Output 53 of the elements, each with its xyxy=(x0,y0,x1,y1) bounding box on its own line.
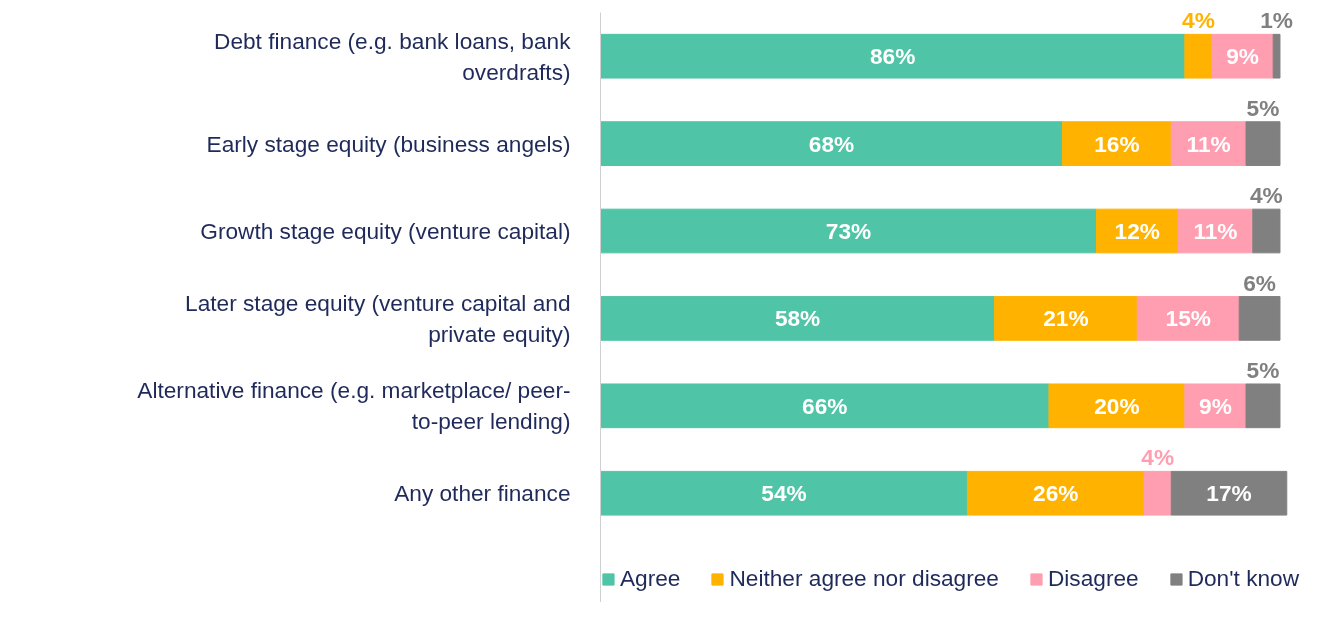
y-tick-label: Debt finance (e.g. bank loans, bank overdrafts) xyxy=(214,27,572,85)
legend-label: Neither agree nor disagree xyxy=(729,565,999,592)
bar xyxy=(1170,470,1288,516)
bar xyxy=(1238,296,1281,341)
data-label: 12% xyxy=(1114,218,1160,245)
bar xyxy=(600,470,968,516)
bar xyxy=(600,33,1186,79)
data-label: 68% xyxy=(808,130,855,157)
bar xyxy=(600,383,1050,429)
bar xyxy=(1143,470,1172,516)
data-label: 86% xyxy=(870,43,916,70)
data-label: 9% xyxy=(1226,43,1259,70)
data-label: 16% xyxy=(1094,130,1140,157)
bar xyxy=(600,121,1064,166)
bar xyxy=(1136,296,1240,341)
legend-label: Agree xyxy=(619,565,681,592)
data-label: 11% xyxy=(1193,218,1238,245)
bar xyxy=(1272,33,1281,79)
data-label: 26% xyxy=(1033,480,1079,507)
bar xyxy=(966,470,1145,516)
bar xyxy=(1048,383,1186,429)
data-label: 20% xyxy=(1094,392,1140,419)
data-label: 11% xyxy=(1186,130,1231,157)
data-label: 1% xyxy=(1260,7,1293,34)
bar xyxy=(994,296,1138,341)
data-label: 5% xyxy=(1246,94,1280,121)
data-label: 54% xyxy=(761,480,807,507)
data-label: 66% xyxy=(802,392,848,419)
y-tick-label: Early stage equity (business angels) xyxy=(206,130,571,157)
data-label: 17% xyxy=(1206,480,1252,507)
legend-label: Disagree xyxy=(1047,565,1139,592)
bar xyxy=(1184,33,1213,79)
bar xyxy=(600,208,1098,254)
data-label: 15% xyxy=(1165,305,1211,332)
bar xyxy=(1245,121,1281,166)
data-label: 9% xyxy=(1199,392,1232,419)
data-label: 73% xyxy=(825,218,872,245)
bar xyxy=(1062,121,1172,166)
y-tick-label: Any other finance xyxy=(394,480,571,507)
bar xyxy=(1252,208,1281,254)
y-tick-label: Later stage equity (venture capital and private equity) xyxy=(185,289,571,348)
y-tick-label: Alternative finance (e.g. marketplace/ peer-to-peer lending) xyxy=(137,377,571,435)
data-label: 4% xyxy=(1250,182,1283,209)
y-tick-label: Growth stage equity (venture capital) xyxy=(200,218,571,245)
data-label: 4% xyxy=(1141,444,1175,471)
data-label: 4% xyxy=(1182,7,1215,34)
bar xyxy=(600,296,996,341)
data-label: 5% xyxy=(1246,356,1280,383)
data-label: 6% xyxy=(1243,269,1276,296)
legend-label: Don't know xyxy=(1187,565,1300,592)
bar xyxy=(1245,383,1281,429)
data-label: 21% xyxy=(1043,305,1089,332)
data-label: 58% xyxy=(774,305,821,332)
